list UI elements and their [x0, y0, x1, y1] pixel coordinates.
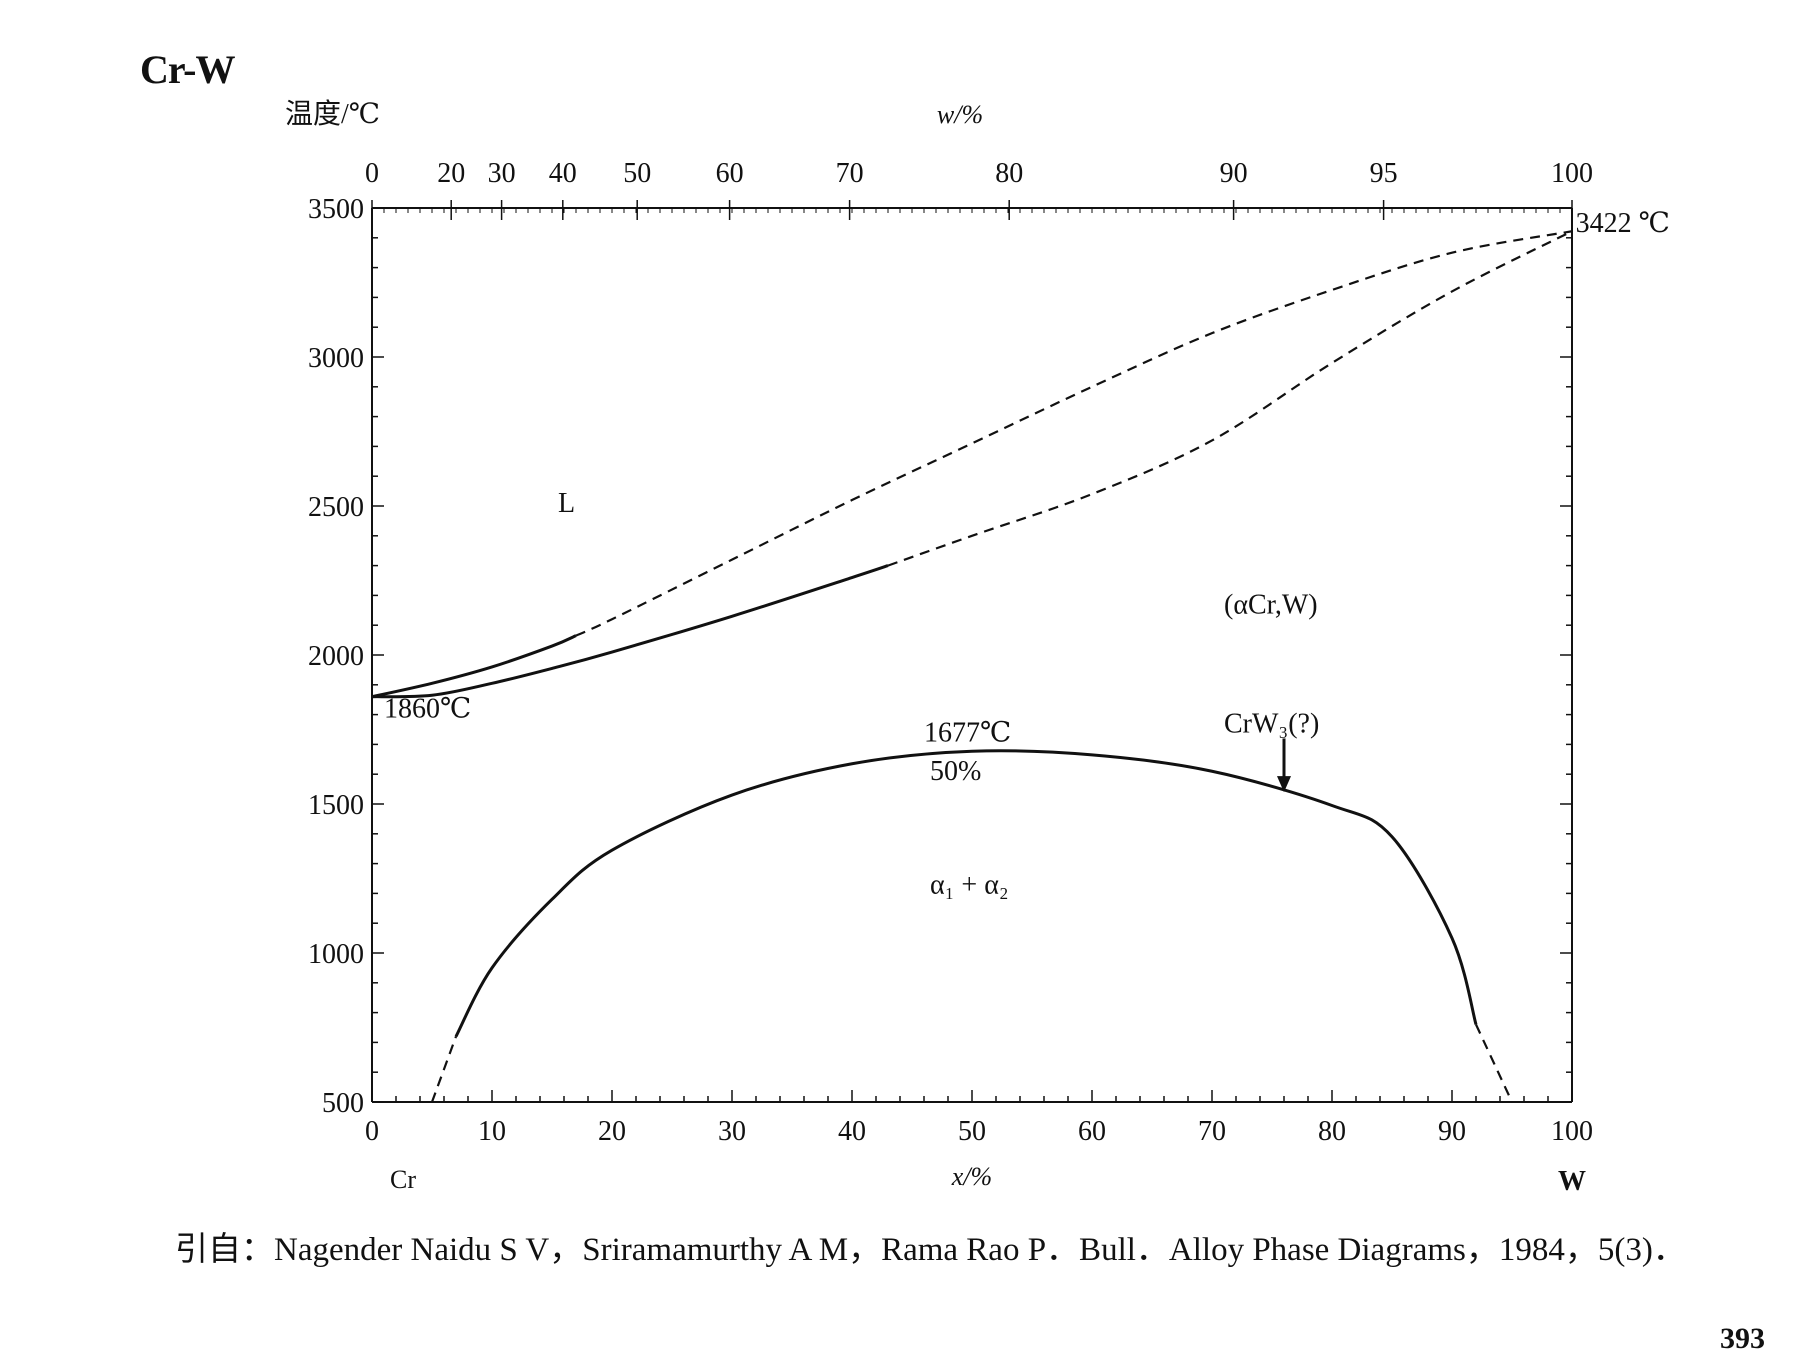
x-tick-label: 60 [1078, 1116, 1106, 1147]
annotation-label: α₁ + α₂ [930, 869, 1009, 900]
x-tick-label: 10 [478, 1116, 506, 1147]
top-tick-label: 40 [549, 158, 577, 189]
x-tick-label: 30 [718, 1116, 746, 1147]
y-axis-title: 温度/℃ [285, 98, 380, 130]
annotation-label: 1677℃ [924, 717, 1011, 748]
top-tick-label: 95 [1370, 158, 1398, 189]
y-tick-label: 3000 [308, 343, 364, 374]
annotation-label: CrW₃(?) [1224, 708, 1319, 739]
x-tick-label: 20 [598, 1116, 626, 1147]
element-label-w: W [1558, 1166, 1586, 1197]
top-tick-label: 20 [437, 158, 465, 189]
top-tick-label: 30 [488, 158, 516, 189]
annotation-label: 50% [930, 756, 981, 787]
top-tick-label: 70 [836, 158, 864, 189]
annotation-label: (αCr,W) [1224, 589, 1318, 620]
miscibility gap-solid [454, 749, 1478, 1038]
y-tick-label: 2500 [308, 492, 364, 523]
page-title: Cr-W [140, 47, 235, 92]
top-tick-label: 100 [1551, 158, 1593, 189]
miscibility gap-dashed-left [430, 1036, 458, 1103]
liquidus-dashed [575, 230, 1573, 637]
x-tick-label: 40 [838, 1116, 866, 1147]
y-tick-label: 2000 [308, 641, 364, 672]
x-tick-label: 100 [1551, 1116, 1593, 1147]
arrow-head [1277, 776, 1291, 793]
chart-ticks: 0 10 20 30 40 50 60 70 80 90 100500100015002000250… [308, 158, 1593, 1147]
annotation-label: L [558, 488, 575, 519]
liquidus-solid [371, 634, 577, 699]
annotation-label: 1860℃ [384, 694, 471, 725]
x-axis-title: x/% [951, 1162, 992, 1191]
top-tick-label: 60 [716, 158, 744, 189]
top-tick-label: 80 [995, 158, 1023, 189]
solidus-solid [371, 564, 889, 699]
y-tick-label: 500 [322, 1088, 364, 1119]
y-tick-label: 1000 [308, 939, 364, 970]
citation: 引自：Nagender Naidu S V，Sriramamurthy A M，… [175, 1232, 1686, 1268]
top-tick-label: 0 [365, 158, 379, 189]
y-tick-label: 1500 [308, 790, 364, 821]
miscibility gap-dashed-right [1475, 1024, 1513, 1103]
x-tick-label: 0 [365, 1116, 379, 1147]
x-tick-label: 80 [1318, 1116, 1346, 1147]
page-number: 393 [1720, 1322, 1765, 1355]
chart-curves [371, 230, 1573, 1103]
x-tick-label: 90 [1438, 1116, 1466, 1147]
annotation-label: 3422 ℃ [1576, 208, 1670, 239]
solidus-dashed [887, 230, 1573, 567]
x-tick-label: 50 [958, 1116, 986, 1147]
top-tick-label: 50 [623, 158, 651, 189]
y-tick-label: 3500 [308, 194, 364, 225]
top-axis-title: w/% [937, 100, 983, 129]
x-tick-label: 70 [1198, 1116, 1226, 1147]
top-tick-label: 90 [1220, 158, 1248, 189]
element-label-cr: Cr [390, 1165, 416, 1194]
chart-labels: 温度/℃ w/% x/% Cr W 1860℃ 3422 ℃ L (αCr,W) 1677℃ 50%… [285, 98, 1670, 1197]
chart-axes [371, 207, 1573, 1103]
